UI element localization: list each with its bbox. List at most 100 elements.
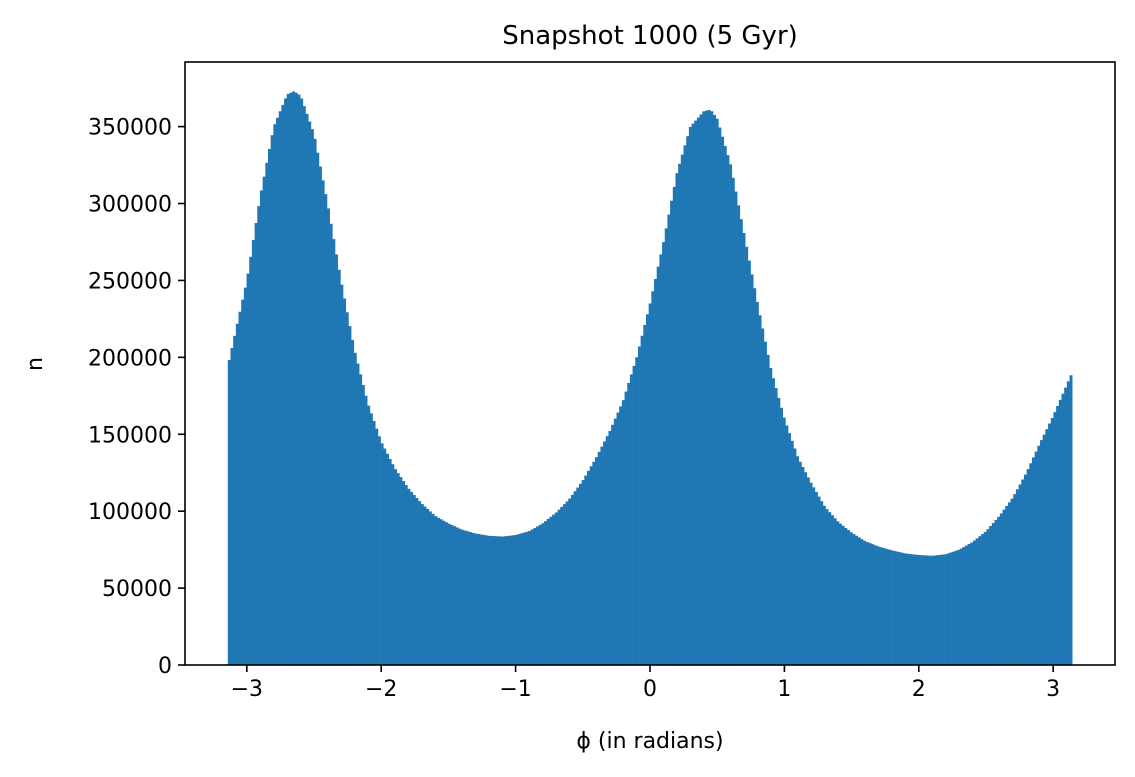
histogram-bar — [243, 287, 247, 665]
histogram-bar — [959, 548, 963, 665]
histogram-bar — [678, 163, 682, 665]
histogram-bar — [469, 532, 473, 665]
histogram-bar — [804, 472, 808, 665]
histogram-bar — [485, 535, 489, 665]
histogram-bar — [841, 525, 845, 665]
histogram-bar — [879, 547, 883, 665]
histogram-bar — [1061, 393, 1065, 665]
histogram-bar — [887, 549, 891, 665]
histogram-bar — [1048, 423, 1052, 665]
histogram-bar — [278, 111, 282, 665]
histogram-bar — [592, 461, 596, 665]
histogram-bar — [380, 443, 384, 665]
histogram-bar — [1021, 479, 1025, 665]
histogram-bar — [611, 424, 615, 665]
histogram-bar — [688, 126, 692, 666]
histogram-bar — [428, 511, 432, 665]
histogram-bar — [747, 260, 751, 665]
histogram-bar — [530, 529, 534, 665]
histogram-bar — [796, 456, 800, 665]
histogram-bar — [463, 530, 467, 665]
histogram-bar — [833, 518, 837, 665]
histogram-bar — [251, 239, 255, 665]
histogram-bar — [847, 530, 851, 665]
y-tick-label: 150000 — [88, 423, 172, 448]
histogram-bar — [863, 540, 867, 665]
x-axis-ticks: −3 −2 −1 0 1 2 3 — [231, 665, 1060, 702]
y-tick-label: 250000 — [88, 269, 172, 294]
histogram-bar — [632, 365, 636, 665]
histogram-bar — [391, 464, 395, 665]
histogram-bar — [699, 114, 703, 665]
histogram-bar — [286, 93, 290, 665]
histogram-bar — [565, 501, 569, 665]
histogram-bar — [903, 553, 907, 665]
histogram-bar — [506, 535, 510, 665]
histogram-bar — [884, 548, 888, 665]
histogram-bar — [664, 228, 668, 665]
histogram-bar — [479, 534, 483, 665]
histogram-bar — [645, 314, 649, 665]
x-tick-label: 2 — [912, 677, 926, 702]
histogram-bar — [780, 407, 783, 665]
histogram-bar — [292, 91, 296, 665]
histogram-bar — [1053, 412, 1057, 665]
histogram-bar — [721, 136, 725, 666]
histogram-bar — [262, 176, 266, 666]
x-tick-label: 0 — [643, 677, 657, 702]
histogram-bar — [881, 547, 885, 665]
histogram-bar — [385, 453, 389, 665]
histogram-bar — [466, 531, 470, 665]
histogram-bar — [769, 368, 773, 665]
histogram-bar — [930, 555, 934, 665]
histogram-bar — [511, 535, 515, 665]
histogram-bar — [892, 550, 896, 665]
histogram-bar — [766, 354, 770, 665]
histogram-bar — [436, 517, 440, 665]
histogram-bar — [493, 536, 497, 665]
histogram-bar — [940, 554, 944, 665]
histogram-bar — [895, 551, 899, 665]
y-axis-ticks: 0 50000 100000 150000 200000 250000 300000 3500… — [88, 116, 185, 679]
histogram-bar — [951, 551, 955, 665]
y-tick-label: 300000 — [88, 193, 172, 218]
histogram-bar — [407, 488, 411, 665]
histogram-bar — [351, 339, 355, 665]
histogram-bar — [734, 191, 738, 665]
histogram-bar — [498, 536, 502, 665]
histogram-bar — [281, 104, 285, 665]
histogram-bar — [1069, 375, 1073, 665]
histogram-bar — [801, 466, 805, 665]
histogram-bar — [474, 533, 478, 665]
histogram-bar — [876, 546, 880, 665]
histogram-bar — [525, 531, 529, 665]
x-tick-label: 3 — [1046, 677, 1060, 702]
histogram-bar — [962, 547, 966, 665]
histogram-bar — [458, 528, 462, 665]
histogram-bar — [718, 127, 722, 665]
histogram-bar — [911, 554, 915, 665]
histogram-bar — [300, 98, 304, 665]
histogram-bar — [359, 374, 363, 665]
histogram-bar — [233, 335, 237, 665]
histogram-bar — [265, 162, 269, 666]
histogram-bar — [938, 554, 942, 665]
histogram-bar — [1050, 418, 1054, 665]
histogram-bar — [999, 513, 1003, 665]
histogram-bar — [667, 214, 671, 665]
histogram-bar — [434, 516, 438, 665]
histogram-bar — [1005, 506, 1009, 665]
histogram-bar — [855, 535, 859, 665]
histogram-bar — [1007, 502, 1011, 665]
histogram-bar — [857, 537, 861, 665]
histogram-bar — [455, 527, 459, 665]
histogram-bar — [806, 477, 810, 665]
histogram-bar — [410, 491, 414, 665]
histogram-bar — [1066, 381, 1070, 665]
histogram-bar — [994, 519, 998, 665]
histogram-bar — [1056, 405, 1060, 665]
histogram-bar — [426, 508, 430, 665]
histogram-bar — [672, 186, 676, 666]
histogram-bar — [919, 555, 923, 665]
